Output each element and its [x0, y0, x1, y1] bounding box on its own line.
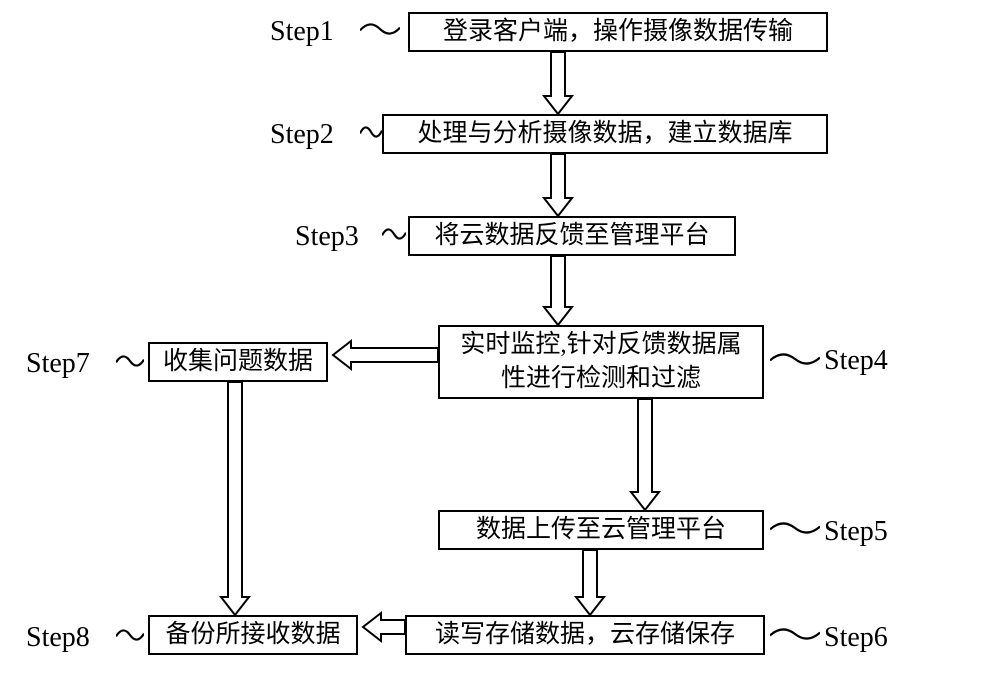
tilde-connector [382, 227, 406, 241]
arrow-a8 [363, 613, 405, 646]
step-label-l6: Step6 [824, 622, 888, 654]
step-label-l2: Step2 [270, 119, 334, 151]
flowchart-node-n2: 处理与分析摄像数据，建立数据库 [382, 114, 828, 154]
arrow-a7 [221, 382, 249, 620]
node-text: 收集问题数据 [163, 345, 313, 379]
tilde-connector [116, 354, 144, 368]
node-text: 实时监控,针对反馈数据属性进行检测和过滤 [448, 328, 754, 396]
node-text: 处理与分析摄像数据，建立数据库 [417, 117, 792, 151]
arrow-a1 [544, 52, 572, 119]
step-label-l4: Step4 [824, 345, 888, 377]
step-label-l1: Step1 [270, 16, 334, 48]
tilde-connector [770, 352, 820, 366]
tilde-connector [360, 22, 400, 36]
arrow-a6 [576, 550, 604, 620]
tilde-connector [360, 125, 382, 139]
node-text: 登录客户端，操作摄像数据传输 [443, 15, 793, 49]
tilde-connector [770, 627, 820, 641]
node-text: 备份所接收数据 [165, 618, 340, 652]
step-label-l8: Step8 [26, 622, 90, 654]
step-label-l5: Step5 [824, 516, 888, 548]
tilde-connector [116, 628, 144, 642]
arrow-a5 [631, 399, 659, 515]
arrow-a4 [333, 341, 438, 374]
flowchart-node-n4: 实时监控,针对反馈数据属性进行检测和过滤 [438, 325, 764, 399]
node-text: 数据上传至云管理平台 [476, 513, 726, 547]
flowchart-node-n7: 收集问题数据 [148, 342, 328, 382]
step-label-l3: Step3 [295, 221, 359, 253]
arrow-a2 [544, 154, 572, 221]
flowchart-node-n1: 登录客户端，操作摄像数据传输 [408, 12, 828, 52]
step-label-l7: Step7 [26, 348, 90, 380]
flowchart-node-n6: 读写存储数据，云存储保存 [405, 615, 765, 655]
arrow-a3 [544, 256, 572, 330]
node-text: 将云数据反馈至管理平台 [434, 219, 709, 253]
flowchart-node-n8: 备份所接收数据 [148, 615, 358, 655]
node-text: 读写存储数据，云存储保存 [435, 618, 735, 652]
flowchart-canvas: 登录客户端，操作摄像数据传输处理与分析摄像数据，建立数据库将云数据反馈至管理平台… [0, 0, 1000, 693]
flowchart-node-n5: 数据上传至云管理平台 [438, 510, 764, 550]
tilde-connector [770, 521, 820, 535]
flowchart-node-n3: 将云数据反馈至管理平台 [408, 216, 736, 256]
